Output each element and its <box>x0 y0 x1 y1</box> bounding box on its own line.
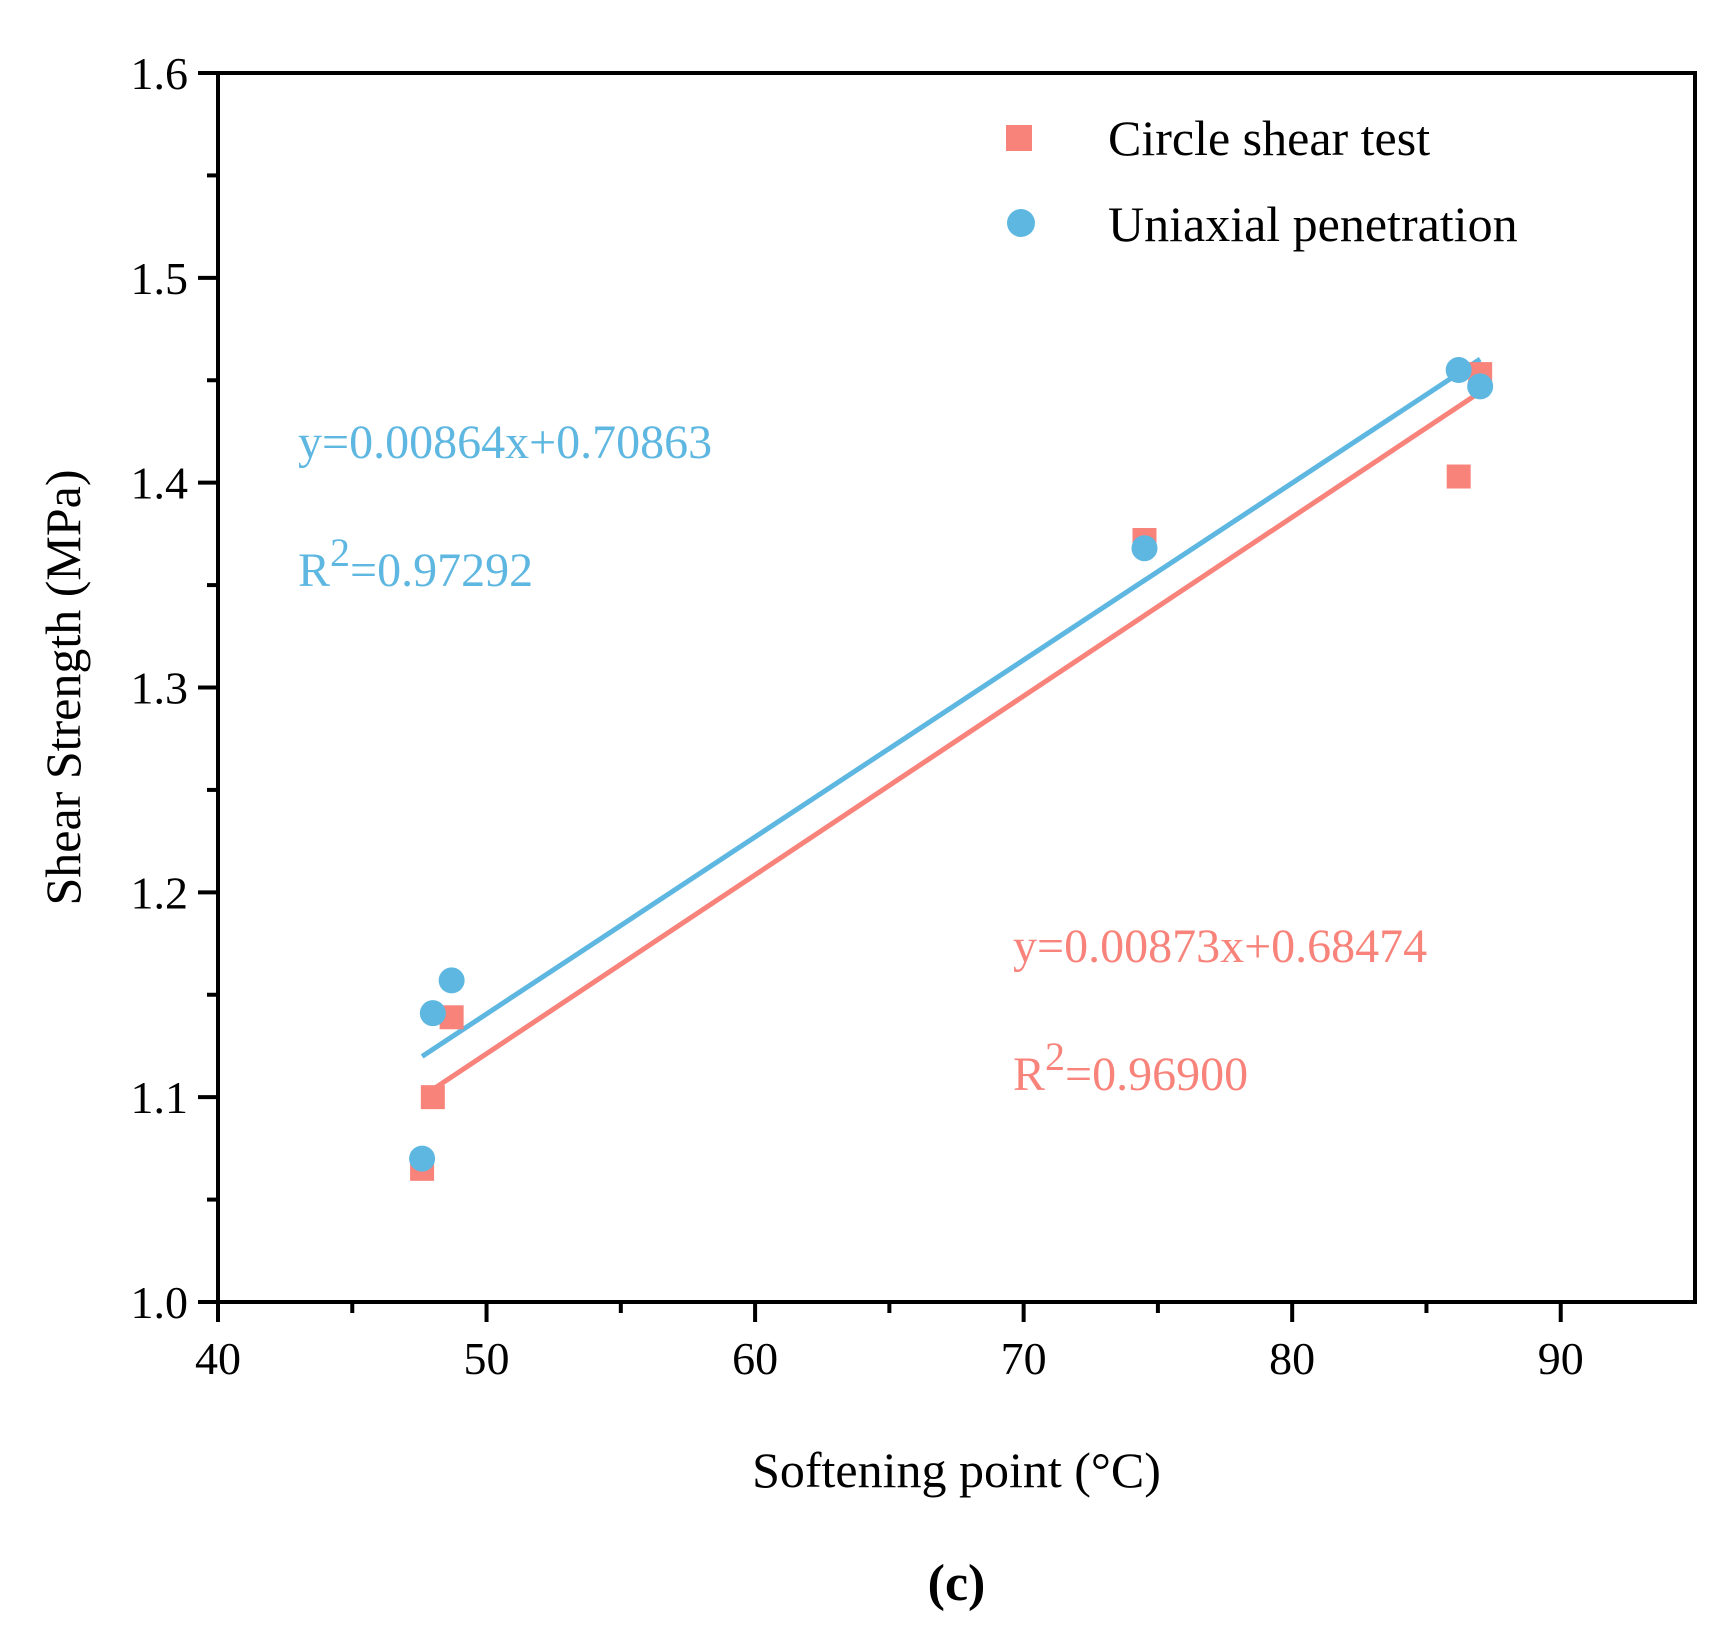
uniaxial-penetration-point <box>438 967 465 994</box>
uniaxial-fit-equation: y=0.00864x+0.70863 <box>298 416 712 469</box>
circle-shear-point <box>1446 464 1471 489</box>
x-tick-label: 80 <box>1269 1333 1315 1384</box>
y-tick-label: 1.1 <box>131 1072 189 1123</box>
legend-label-uniaxial-penetration: Uniaxial penetration <box>1108 196 1518 252</box>
uniaxial-fit-line <box>420 357 1482 1059</box>
uniaxial-penetration-point <box>409 1145 436 1172</box>
y-axis-title: Shear Strength (MPa) <box>35 469 91 905</box>
r2-value: =0.97292 <box>350 544 533 597</box>
uniaxial-penetration-point <box>1467 373 1494 400</box>
uniaxial-penetration-point <box>419 1000 446 1027</box>
panel-label: (c) <box>928 1555 986 1612</box>
x-tick-label: 40 <box>195 1333 241 1384</box>
uniaxial-fit-r2: R2=0.97292 <box>298 530 533 597</box>
uniaxial-penetration-point <box>1445 357 1472 384</box>
r2-superscript: 2 <box>330 530 350 575</box>
x-axis-title: Softening point (°C) <box>752 1442 1161 1498</box>
axis-ticks: 40 50 60 70 80 90 1.0 1.1 1.2 1.3 1.4 1.5 1.6 <box>131 48 1584 1384</box>
uniaxial-penetration-point <box>1131 535 1158 562</box>
y-tick-label: 1.3 <box>131 663 189 714</box>
x-tick-label: 90 <box>1538 1333 1584 1384</box>
y-tick-label: 1.4 <box>131 458 189 509</box>
legend-label-circle-shear: Circle shear test <box>1108 110 1430 166</box>
circle-shear-fit-line <box>420 389 1482 1099</box>
x-tick-label: 70 <box>1001 1333 1047 1384</box>
plot-frame <box>216 71 1697 1304</box>
circle-shear-fit-equation: y=0.00873x+0.68474 <box>1013 920 1427 973</box>
circle-shear-point <box>420 1085 445 1110</box>
data-points <box>409 357 1494 1181</box>
x-tick-label: 50 <box>464 1333 510 1384</box>
uniaxial-fit-annotation: y=0.00864x+0.70863 R2=0.97292 <box>298 416 712 597</box>
r2-prefix: R <box>298 544 330 597</box>
legend-marker-uniaxial-penetration <box>1007 209 1035 237</box>
r2-superscript: 2 <box>1045 1034 1065 1079</box>
y-tick-label: 1.2 <box>131 867 189 918</box>
r2-prefix: R <box>1013 1048 1045 1101</box>
y-tick-label: 1.6 <box>131 48 189 99</box>
circle-shear-fit-r2: R2=0.96900 <box>1013 1034 1248 1101</box>
y-tick-label: 1.0 <box>131 1277 189 1328</box>
circle-shear-fit-annotation: y=0.00873x+0.68474 R2=0.96900 <box>1013 920 1427 1101</box>
x-tick-label: 60 <box>732 1333 778 1384</box>
legend-marker-circle-shear <box>1006 125 1032 151</box>
r2-value: =0.96900 <box>1065 1048 1248 1101</box>
y-tick-label: 1.5 <box>131 253 189 304</box>
fit-lines <box>420 357 1482 1099</box>
legend: Circle shear test Uniaxial penetration <box>1006 110 1518 252</box>
